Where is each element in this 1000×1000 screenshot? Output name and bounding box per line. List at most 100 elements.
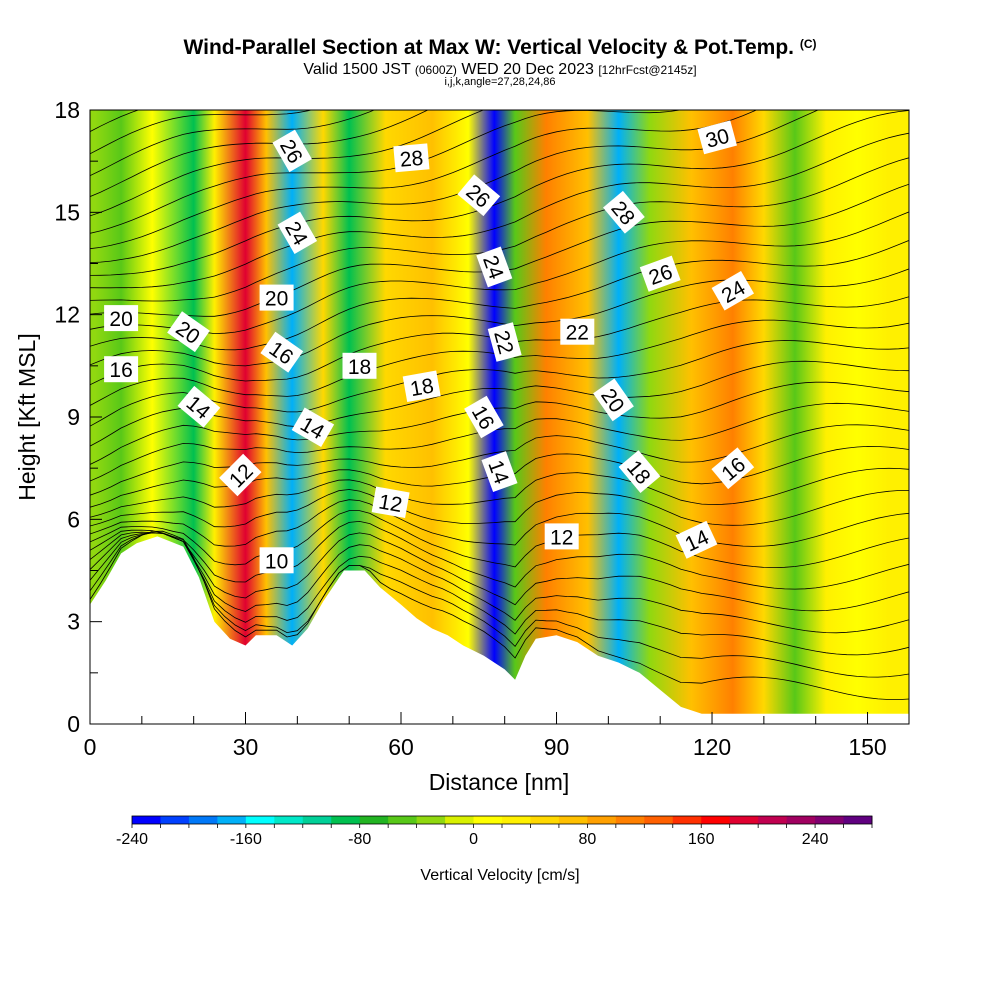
colorbar-swatch [132,816,161,824]
theta-contour-line [90,110,313,155]
colorbar-swatch [245,816,275,824]
contour-label-box [272,129,312,173]
theta-contour-line [90,240,909,351]
theta-contour-line [90,360,909,447]
colorbar-swatch [388,816,418,824]
colorbar-title: Vertical Velocity [cm/s] [420,867,579,884]
colorbar-tick-label: -80 [348,831,371,848]
contour-label-box [481,451,518,493]
theta-contour-line [90,0,909,89]
contour-label-box [167,311,210,353]
contour-label-text: 20 [265,288,288,311]
contour-label-box [711,447,755,490]
contour-label: 18 [342,352,377,379]
contour-label-text: 28 [399,147,424,172]
contour-label: 10 [259,547,294,574]
colorbar-swatch [274,816,304,824]
contour-label-box [697,120,737,155]
velocity-field [90,0,909,724]
theta-contour-line [90,532,909,656]
theta-contour-line [90,110,91,111]
chart-title: Wind-Parallel Section at Max W: Vertical… [0,36,1000,60]
contour-label-box [711,271,755,311]
theta-contour-line [90,520,909,590]
theta-contour-line [90,531,909,612]
colorbar-swatch [416,816,446,824]
x-axis: 0 30 60 90 120 150 [84,712,887,760]
theta-contour-line [90,132,909,289]
y-tick-label: 18 [54,97,80,123]
y-tick-label: 12 [54,302,80,328]
theta-contour-line [90,268,909,367]
y-tick-label: 15 [54,199,80,225]
theta-contour-line [90,110,376,177]
valid-time: Valid 1500 JST [303,61,411,78]
colorbar-swatch [672,816,702,824]
colorbar-swatch [843,816,873,824]
colorbar-swatch [587,816,617,824]
contour-label-text: 10 [265,550,288,573]
colorbar-tick-label: 240 [802,831,829,848]
contour-label-box [260,331,304,373]
contour-label-box [219,453,262,497]
section-indices: i,j,k,angle=27,28,24,86 [444,76,556,88]
contour-label-box [104,305,139,332]
colorbar-swatch [217,816,247,824]
theta-contour-line [90,211,909,335]
colorbar-swatch [644,816,674,824]
contour-label-box [277,211,318,255]
contour-label-box [560,318,595,345]
contour-label: 30 [697,120,737,155]
contour-label-box [259,284,294,311]
colorbar-tick-label: 80 [578,831,596,848]
contour-label-box [393,143,430,173]
theta-contour-line [90,402,909,482]
theta-contour-line [90,340,909,427]
x-tick-label: 150 [848,734,886,760]
y-tick-label: 0 [67,711,80,737]
contour-label: 12 [544,523,579,550]
y-axis: 0 3 6 9 12 15 18 [54,97,102,737]
y-tick-label: 9 [67,404,80,430]
colorbar-swatch [786,816,816,824]
contour-label-text: 18 [408,374,435,401]
colorbar-tick-label: -160 [230,831,262,848]
copyright-tag: (C) [799,37,817,51]
y-tick-label: 3 [67,609,80,635]
colorbar-swatch [701,816,731,824]
x-tick-label: 120 [693,734,731,760]
contour-label-box [464,395,504,439]
contour-label-box [675,520,718,559]
contour-label-box [593,378,634,422]
theta-contour-line [90,110,820,263]
x-axis-title: Distance [nm] [429,769,570,795]
contour-label-text: 18 [348,356,371,379]
contour-label: 22 [560,318,595,345]
contour-label-box [104,356,139,383]
colorbar-swatch [331,816,361,824]
theta-contour-line [90,530,909,701]
colorbar-swatch [473,816,503,824]
colorbar-swatch [615,816,645,824]
colorbar-swatch [729,816,759,824]
theta-contour-line [90,467,909,518]
theta-contour-line [90,0,909,70]
theta-contour-line [90,532,909,678]
contour-label-box [487,322,522,362]
colorbar-tick-label: 0 [469,831,478,848]
contour-label-box [544,523,579,550]
x-tick-label: 0 [84,734,97,760]
theta-contour-line [90,499,909,547]
colorbar-swatch [445,816,475,824]
contour-label-box [177,385,221,428]
contour-label: 18 [402,370,441,403]
contour-label: 16 [104,356,139,383]
colorbar-swatch [502,816,531,824]
utc-time: (0600Z) [414,63,457,77]
theta-contour-line [90,110,909,276]
contour-label-box [291,407,335,447]
contour-label: 20 [104,305,139,332]
contour-label-box [457,174,501,217]
colorbar-swatch [815,816,845,824]
